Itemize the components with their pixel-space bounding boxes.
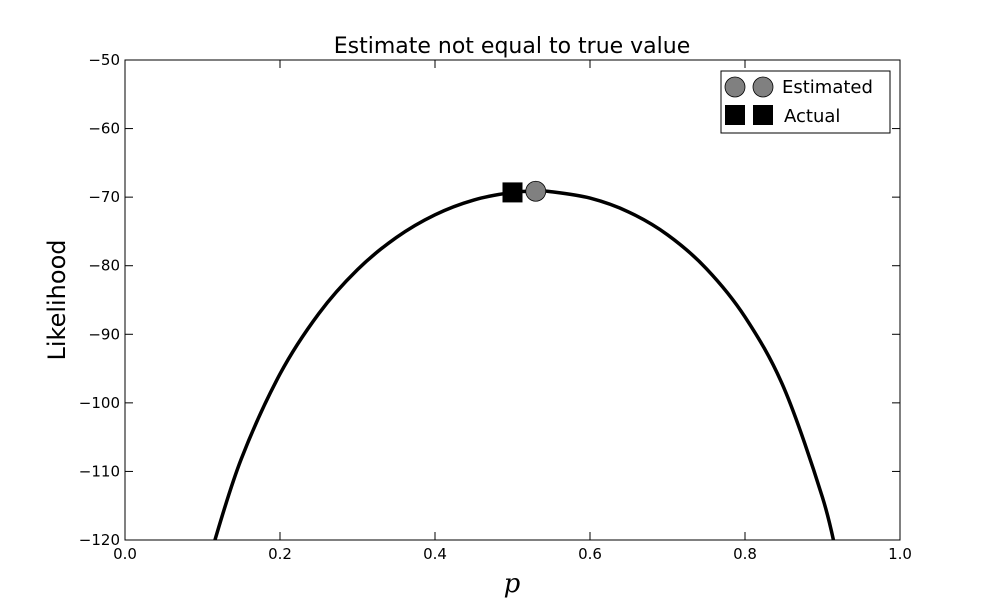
- x-axis-label: p: [504, 569, 521, 599]
- y-tick-label: −110: [79, 462, 120, 480]
- legend-estimated-marker: [724, 76, 746, 98]
- y-tick-label: −50: [88, 51, 120, 69]
- x-tick-label: 0.0: [113, 545, 137, 563]
- y-tick-label: −70: [88, 188, 120, 206]
- x-tick-label: 0.4: [423, 545, 447, 563]
- chart-title: Estimate not equal to true value: [334, 34, 691, 59]
- estimated-point: [525, 180, 547, 202]
- likelihood-curve: [213, 189, 836, 540]
- x-tick-label: 0.6: [578, 545, 602, 563]
- y-tick-label: −90: [88, 325, 120, 343]
- x-tick-label: 1.0: [888, 545, 912, 563]
- legend-actual-marker: [753, 105, 773, 125]
- legend-estimated-marker: [752, 76, 774, 98]
- x-tick-label: 0.8: [733, 545, 757, 563]
- y-tick-label: −80: [88, 257, 120, 275]
- legend-estimated-label: Estimated: [782, 77, 873, 98]
- plot-frame: [124, 59, 901, 541]
- legend-actual-label: Actual: [784, 106, 840, 127]
- x-tick-label: 0.2: [268, 545, 292, 563]
- legend: Estimated Actual: [720, 70, 891, 134]
- y-axis-label: Likelihood: [43, 240, 71, 361]
- y-tick-label: −120: [79, 531, 120, 549]
- legend-box: [720, 70, 891, 134]
- actual-point: [502, 182, 523, 203]
- legend-actual-marker: [725, 105, 745, 125]
- y-tick-label: −60: [88, 120, 120, 138]
- y-tick-label: −100: [79, 394, 120, 412]
